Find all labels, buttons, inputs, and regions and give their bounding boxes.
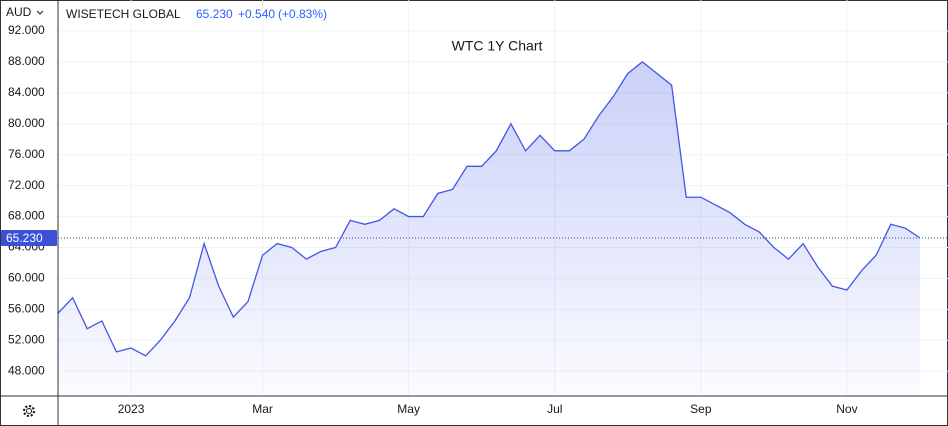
dropdown-caret[interactable] xyxy=(36,10,44,15)
y-tick-label: 88.000 xyxy=(8,54,45,68)
x-tick-label: May xyxy=(397,402,420,416)
change-pct: (+0.83%) xyxy=(278,7,327,21)
x-tick-label: 2023 xyxy=(118,402,145,416)
price-line xyxy=(57,61,921,357)
y-tick-label: 80.000 xyxy=(8,116,45,130)
last-price-box xyxy=(1,229,57,246)
x-tick-label: Jul xyxy=(547,402,562,416)
gear-hub[interactable] xyxy=(26,408,32,414)
y-tick-label: 60.000 xyxy=(8,271,45,285)
symbol-name: WISETECH GLOBAL xyxy=(66,7,181,21)
y-tick-label: 68.000 xyxy=(8,209,45,223)
y-tick-label: 92.000 xyxy=(8,23,45,37)
y-tick-label: 84.000 xyxy=(8,85,45,99)
y-tick-label: 56.000 xyxy=(8,302,45,316)
plot-area xyxy=(57,0,948,396)
x-tick-label: Sep xyxy=(690,402,712,416)
y-tick-label: 76.000 xyxy=(8,147,45,161)
chart-title: WTC 1Y Chart xyxy=(452,38,543,54)
settings-icon[interactable] xyxy=(23,405,35,417)
currency[interactable]: AUD xyxy=(6,5,32,19)
change: +0.540 xyxy=(238,7,275,21)
y-tick-label: 72.000 xyxy=(8,178,45,192)
last-price-label: 65.230 xyxy=(6,231,43,245)
x-tick-label: Nov xyxy=(836,402,857,416)
x-tick-label: Mar xyxy=(252,402,273,416)
price: 65.230 xyxy=(196,7,233,21)
y-tick-label: 48.000 xyxy=(8,363,45,377)
gear[interactable] xyxy=(23,405,35,417)
y-tick-label: 52.000 xyxy=(8,332,45,346)
area-fill xyxy=(58,61,920,396)
